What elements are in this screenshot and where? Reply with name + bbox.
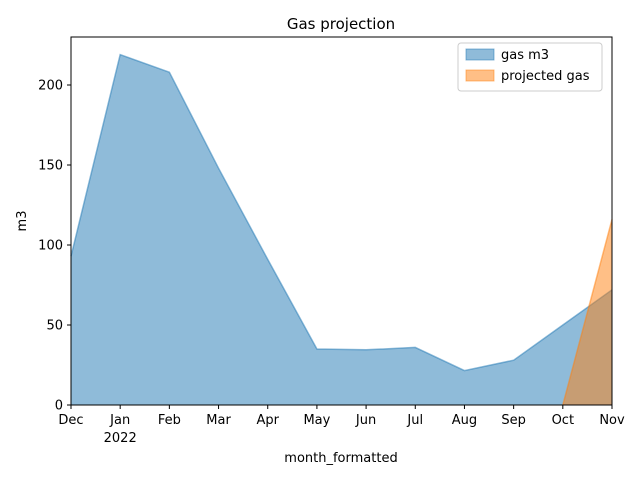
x-tick-label: May (303, 413, 330, 428)
legend-swatch-1 (466, 70, 494, 81)
legend-swatch-0 (466, 49, 494, 60)
x-axis-ticks: Dec Jan 2022 Feb Mar Apr May Jun Jul Aug Sep Oct Nov (58, 405, 625, 446)
x-tick-label: Nov (599, 413, 625, 428)
y-tick-label: 0 (55, 399, 63, 414)
x-tick-label: Sep (501, 413, 526, 428)
y-axis-ticks: 0 50 100 150 200 (38, 79, 71, 414)
x-axis-label: month_formatted (284, 451, 397, 466)
x-tick-label: Aug (452, 413, 477, 428)
legend-label-0: gas m3 (501, 48, 549, 63)
legend-label-1: projected gas (501, 69, 590, 84)
x-tick-label: Jun (355, 413, 376, 428)
legend: gas m3 projected gas (458, 43, 602, 91)
x-tick-label: Feb (158, 413, 181, 428)
x-tick-label: Jan (109, 413, 130, 428)
x-tick-label: Jul (406, 413, 423, 428)
y-tick-label: 150 (38, 159, 63, 174)
x-tick-label: Dec (58, 413, 83, 428)
x-tick-label: Oct (552, 413, 574, 428)
x-tick-year-label: 2022 (104, 431, 137, 446)
x-tick-label: Mar (206, 413, 231, 428)
y-axis-label: m3 (15, 211, 30, 232)
x-tick-label: Apr (256, 413, 279, 428)
series-area-0 (71, 55, 612, 405)
series-areas (71, 55, 612, 405)
chart-title: Gas projection (287, 15, 395, 33)
y-tick-label: 200 (38, 79, 63, 94)
y-tick-label: 50 (46, 319, 63, 334)
y-tick-label: 100 (38, 239, 63, 254)
